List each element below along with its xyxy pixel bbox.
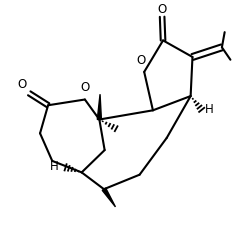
Polygon shape bbox=[97, 94, 102, 120]
Text: O: O bbox=[80, 81, 89, 94]
Text: O: O bbox=[17, 78, 26, 91]
Text: H: H bbox=[205, 103, 213, 116]
Polygon shape bbox=[102, 188, 115, 207]
Text: O: O bbox=[158, 3, 167, 16]
Text: H: H bbox=[49, 160, 58, 173]
Text: O: O bbox=[137, 54, 146, 67]
